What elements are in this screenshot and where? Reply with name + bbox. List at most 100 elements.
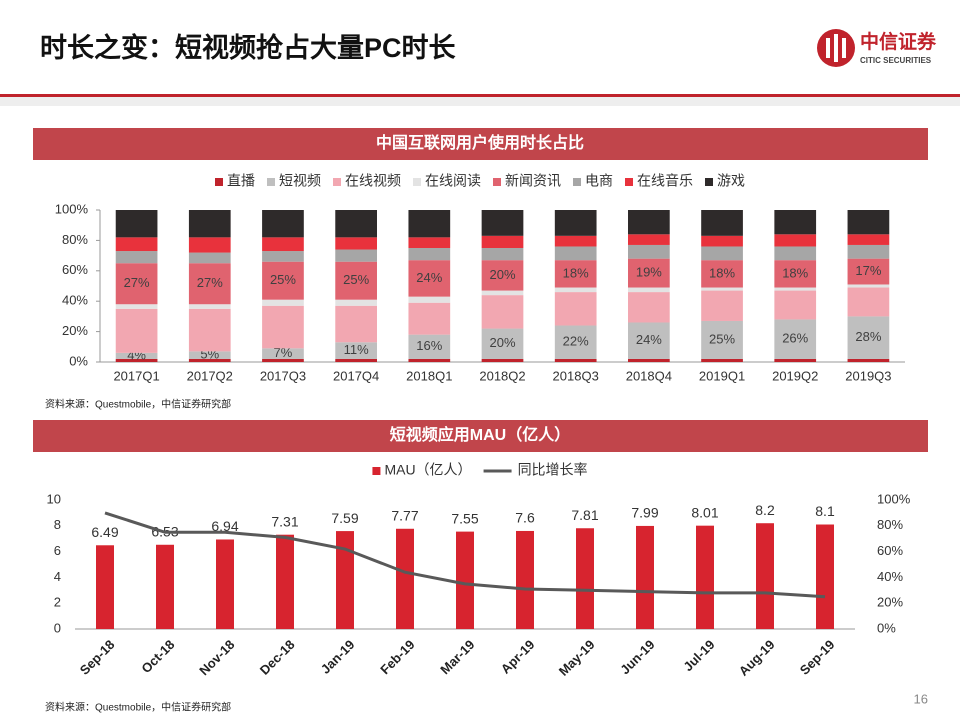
bar [216, 539, 234, 629]
x-tick-label: Mar-19 [437, 637, 477, 677]
bar-segment [335, 358, 377, 362]
bar-segment [335, 261, 377, 300]
x-tick-label: Sep-18 [77, 637, 118, 678]
data-label: 20% [489, 335, 515, 350]
bar-segment [847, 210, 890, 235]
bar-segment [554, 358, 597, 362]
legend-item: 新闻资讯 [493, 173, 561, 189]
bar-segment [481, 290, 524, 296]
bar-segment [481, 248, 524, 261]
y-tick-label: 10 [47, 491, 61, 506]
header-shadow [0, 96, 960, 106]
legend-symbol [493, 178, 501, 186]
bar-segment [335, 305, 377, 343]
y-tick-label: 8 [54, 517, 61, 532]
x-tick-label: Apr-19 [498, 637, 538, 677]
data-label: 18% [709, 265, 735, 280]
bar-segment [774, 260, 817, 288]
data-label: 6.94 [211, 518, 238, 534]
bar-segment [847, 234, 890, 245]
bar-segment [115, 308, 158, 353]
bar-segment [262, 210, 304, 238]
logo-icon-bar [834, 34, 838, 62]
bar-segment [188, 358, 231, 362]
y2-tick-label: 100% [877, 491, 911, 506]
bar-segment [701, 358, 743, 362]
source-note: 资料来源：Questmobile，中信证券研究部 [45, 701, 231, 714]
chart-title: 中国互联网用户使用时长占比 [376, 133, 584, 152]
bar-segment [628, 287, 670, 293]
data-label: 7.81 [571, 507, 598, 523]
bar-segment [481, 295, 524, 329]
bar [576, 528, 594, 629]
y2-tick-label: 40% [877, 569, 903, 584]
data-label: 25% [709, 331, 735, 346]
bar-segment [262, 305, 304, 349]
bar-segment [481, 235, 524, 248]
legend-symbol [413, 178, 421, 186]
x-tick-label: Dec-18 [257, 637, 298, 678]
data-label: 6.49 [91, 524, 118, 540]
y-tick-label: 60% [62, 262, 88, 277]
legend-label: 电商 [585, 173, 613, 189]
bar-segment [847, 287, 890, 317]
bar-segment [408, 248, 451, 261]
bar-segment [701, 210, 743, 236]
y2-tick-label: 20% [877, 595, 903, 610]
y2-tick-label: 0% [877, 620, 896, 635]
x-tick-label: Sep-19 [797, 637, 838, 678]
bar [516, 530, 534, 629]
legend-item: 电商 [573, 173, 613, 189]
bar-segment [628, 210, 670, 235]
bar-segment [701, 290, 743, 321]
y-tick-label: 4 [54, 569, 61, 584]
x-tick-label: 2019Q2 [772, 368, 818, 383]
bar-segment [188, 237, 231, 253]
legend-symbol [573, 178, 581, 186]
legend-item: 游戏 [705, 173, 745, 189]
section-banner [33, 420, 928, 452]
x-tick-label: 2019Q1 [699, 368, 745, 383]
bar-segment [408, 358, 451, 362]
x-tick-label: Jan-19 [318, 637, 358, 677]
data-label: 28% [855, 329, 881, 344]
header-rule [0, 94, 960, 97]
x-tick-label: Nov-18 [196, 637, 237, 678]
bar-segment [554, 235, 597, 247]
data-label: 7.59 [331, 510, 358, 526]
bar-segment [335, 210, 377, 238]
bar-segment [188, 308, 231, 352]
bar [396, 528, 414, 629]
bar-segment [188, 263, 231, 305]
bar-segment [188, 351, 231, 359]
legend-item: 在线阅读 [413, 173, 481, 189]
legend-label: MAU（亿人） [384, 462, 471, 478]
bar-segment [408, 260, 451, 297]
legend-label: 新闻资讯 [505, 173, 561, 189]
data-label: 20% [489, 267, 515, 282]
legend-symbol [215, 178, 223, 186]
bar-segment [628, 322, 670, 359]
bar-segment [262, 261, 304, 300]
y-tick-label: 0% [69, 353, 88, 368]
bar-segment [847, 258, 890, 285]
bar-segment [481, 358, 524, 362]
legend-item: 在线视频 [333, 173, 401, 189]
bar-segment [774, 290, 817, 320]
x-tick-label: Jul-19 [680, 637, 717, 674]
bar-segment [847, 358, 890, 362]
data-label: 27% [124, 275, 150, 290]
bar-segment [701, 235, 743, 247]
bar [336, 531, 354, 629]
bar-segment [774, 210, 817, 235]
data-label: 18% [782, 265, 808, 280]
logo-icon-bar [826, 38, 830, 58]
y-tick-label: 100% [55, 201, 89, 216]
bar-segment [115, 251, 158, 264]
data-label: 8.01 [691, 504, 718, 520]
y-tick-label: 2 [54, 595, 61, 610]
x-tick-label: 2018Q2 [479, 368, 525, 383]
legend-symbol [372, 467, 381, 475]
bar-segment [774, 246, 817, 261]
